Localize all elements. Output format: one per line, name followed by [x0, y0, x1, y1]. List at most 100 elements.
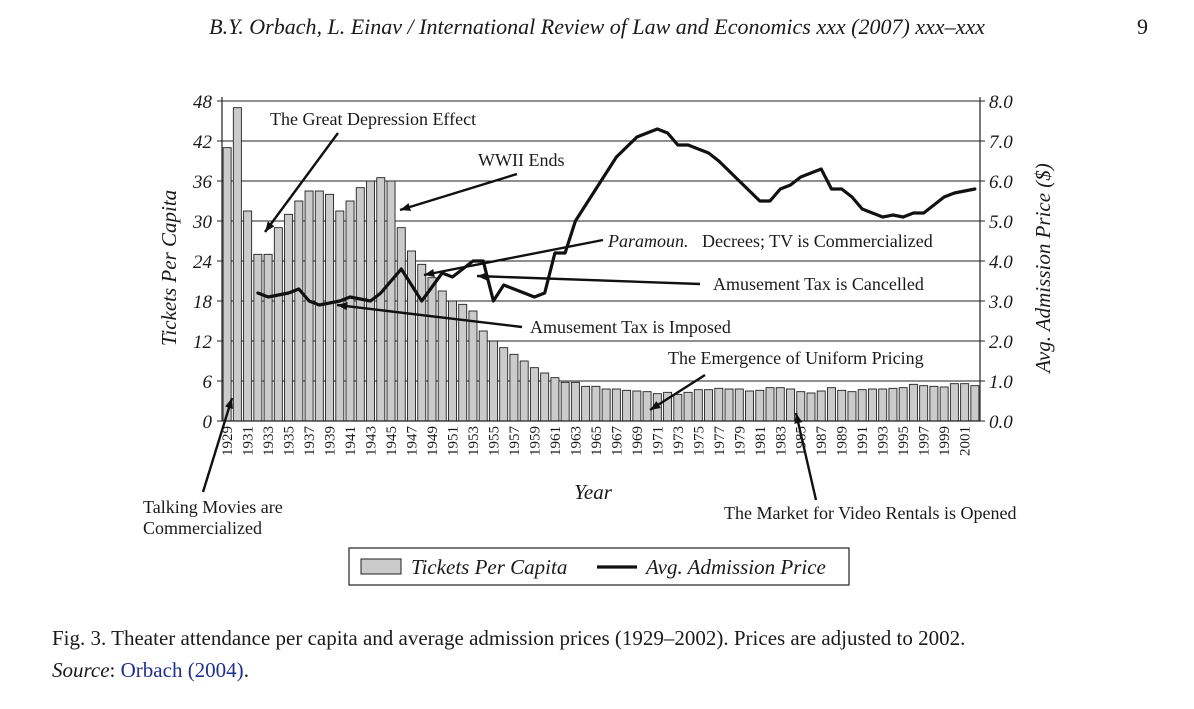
page-number: 9 [1137, 14, 1148, 39]
y-left-tick-label: 0 [203, 412, 213, 433]
ticket-bar [714, 387, 724, 422]
attendance-price-chart: 0 0.0 6 1.0 12 2.0 18 3.0 24 4.0 30 5.0 36 6.0 42 7.0 48… [143, 92, 1055, 586]
ticket-bar [929, 385, 939, 422]
x-tick-label: 1967 [609, 426, 625, 457]
ticket-bar [601, 388, 611, 422]
y-right-tick-label: 2.0 [989, 332, 1013, 353]
ticket-bar [745, 390, 754, 422]
ticket-bar [867, 388, 877, 422]
annotation-tax-cancelled: Amusement Tax is Cancelled [713, 274, 924, 294]
ticket-bar [468, 310, 478, 422]
x-tick-label: 1935 [282, 426, 298, 456]
ticket-bar [960, 383, 970, 422]
ticket-bars [222, 107, 980, 422]
ticket-bar [529, 367, 539, 422]
ticket-bar [519, 360, 529, 422]
arrow-wwii [399, 172, 518, 212]
ticket-bar [540, 372, 550, 422]
ticket-bar [509, 353, 519, 422]
ticket-bar [673, 393, 683, 422]
x-tick-label: 1949 [425, 426, 441, 456]
y-left-tick-label: 42 [193, 132, 213, 153]
x-tick-label: 1943 [364, 426, 380, 456]
ticket-bar [581, 385, 591, 422]
y-right-tick-label: 8.0 [989, 92, 1013, 113]
y-axis-left-label: Tickets Per Capita [157, 190, 181, 346]
annotation-arrows [201, 132, 818, 501]
ticket-bar [273, 227, 283, 422]
ticket-bar [550, 377, 560, 422]
x-tick-label: 1971 [650, 426, 666, 456]
ticket-bar [693, 389, 703, 422]
ticket-bar [898, 387, 908, 422]
x-tick-label: 1929 [220, 426, 236, 456]
ticket-bar [827, 387, 836, 422]
annotation-paramount-italic: Paramoun. [607, 231, 689, 251]
x-tick-label: 1969 [630, 426, 646, 456]
y-right-tick-label: 6.0 [989, 172, 1013, 193]
ticket-bar [376, 177, 386, 422]
x-tick-label: 1945 [384, 426, 400, 456]
ticket-bar [806, 392, 816, 422]
caption-source-sep: : [109, 658, 121, 682]
y-left-tick-label: 12 [193, 332, 213, 353]
ticket-bar [847, 391, 857, 422]
legend-line-label: Avg. Admission Price [644, 555, 826, 579]
x-tick-label: 1995 [896, 426, 912, 456]
ticket-bar [939, 386, 949, 422]
ticket-bar [335, 210, 345, 422]
y-left-tick-label: 24 [193, 252, 213, 273]
arrow-paramount [423, 238, 604, 278]
x-tick-label: 1953 [466, 426, 482, 456]
x-tick-label: 1989 [835, 426, 851, 456]
arrow-video-rentals [794, 412, 818, 501]
ticket-bar [888, 387, 898, 422]
ticket-bar [775, 387, 785, 422]
ticket-bar [294, 200, 304, 422]
ticket-bar [816, 390, 826, 422]
annotation-wwii: WWII Ends [478, 150, 564, 170]
ticket-bar [570, 381, 580, 422]
x-tick-label: 1999 [937, 426, 953, 456]
ticket-bar [458, 303, 468, 422]
caption-source-citation[interactable]: Orbach (2004) [120, 658, 244, 682]
ticket-bar [908, 383, 918, 422]
x-tick-label: 1983 [773, 426, 789, 456]
ticket-bar [263, 253, 273, 422]
ticket-bar [345, 200, 355, 422]
annotation-talking-line2: Commercialized [143, 518, 262, 538]
annotation-depression: The Great Depression Effect [270, 109, 476, 129]
chart-legend: Tickets Per Capita Avg. Admission Price [348, 547, 850, 586]
annotation-talking-line1: Talking Movies are [143, 497, 283, 517]
ticket-bar [437, 290, 447, 422]
arrow-depression [264, 132, 339, 233]
ticket-bar [704, 389, 714, 422]
caption-source-label: Source [52, 658, 110, 682]
ticket-bar [407, 250, 416, 422]
y-left-tick-label: 18 [193, 292, 213, 313]
ticket-bar [386, 180, 396, 422]
annotation-paramount-rest: Decrees; TV is Commercialized [702, 231, 933, 251]
x-tick-label: 1975 [691, 426, 707, 456]
ticket-bar [560, 381, 570, 422]
ticket-bar [488, 340, 498, 422]
caption-source-end: . [243, 658, 249, 682]
x-tick-label: 1965 [589, 426, 605, 456]
ticket-bar [755, 389, 765, 422]
arrow-tax-cancelled [476, 272, 701, 286]
page-header: B.Y. Orbach, L. Einav / International Re… [0, 14, 1194, 44]
x-tick-label: 1961 [548, 426, 564, 456]
ticket-bar [611, 388, 621, 422]
x-tick-label: 1997 [917, 426, 933, 457]
x-tick-label: 1931 [241, 426, 257, 456]
ticket-bar [284, 213, 294, 422]
ticket-bar [949, 383, 959, 422]
ticket-bar [683, 391, 693, 422]
ticket-bar [222, 147, 232, 422]
ticket-bar [837, 389, 847, 422]
admission-price-line [256, 127, 977, 307]
x-tick-label: 1987 [814, 426, 830, 457]
y-left-tick-label: 48 [193, 92, 213, 113]
chart-axes: 0 0.0 6 1.0 12 2.0 18 3.0 24 4.0 30 5.0 36 6.0 42 7.0 48… [192, 92, 1013, 456]
annotation-video-rentals: The Market for Video Rentals is Opened [724, 503, 1017, 523]
